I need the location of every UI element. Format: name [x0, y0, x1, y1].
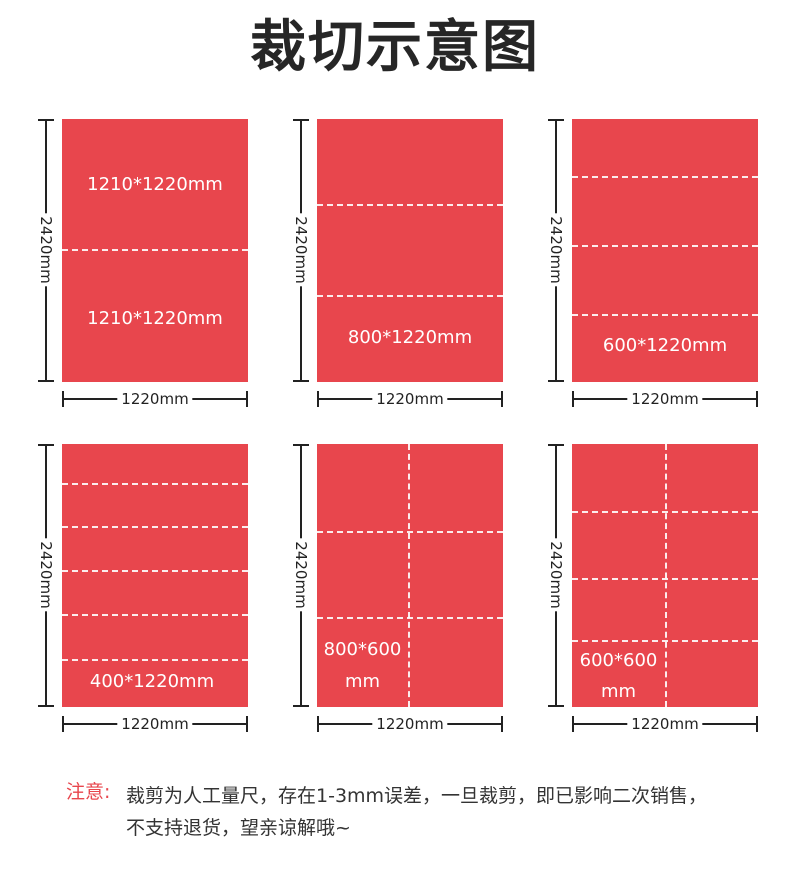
width-dimension: 1220mm — [62, 390, 248, 408]
width-label: 1220mm — [627, 390, 703, 408]
cut-line — [317, 617, 503, 619]
height-label: 2420mm — [545, 213, 567, 287]
size-label: 400*1220mm — [89, 671, 215, 692]
cut-line — [62, 614, 248, 616]
cut-line — [572, 578, 758, 580]
height-label: 2420mm — [35, 213, 57, 287]
height-label: 2420mm — [545, 538, 567, 612]
cut-line — [572, 511, 758, 513]
cut-line — [62, 249, 248, 251]
notice-line-2: 不支持退货，望亲谅解哦~ — [126, 817, 351, 839]
width-dimension: 1220mm — [317, 715, 503, 733]
cut-panel-4: 400*1220mm 2420mm 1220mm — [32, 444, 252, 744]
board-sheet: 600*1220mm — [572, 119, 758, 382]
notice-text: 裁剪为人工量尺，存在1-3mm误差，一旦裁剪，即已影响二次销售， 不支持退货，望… — [126, 780, 766, 844]
cut-line — [62, 526, 248, 528]
cut-line — [572, 245, 758, 247]
width-label: 1220mm — [372, 715, 448, 733]
board-sheet: 800*600 mm — [317, 444, 503, 707]
width-label: 1220mm — [372, 390, 448, 408]
size-label: 1210*1220mm — [87, 308, 223, 329]
cut-panel-2: 800*1220mm 2420mm 1220mm — [287, 119, 507, 419]
width-dimension: 1220mm — [572, 390, 758, 408]
size-label: 600*600 — [579, 650, 658, 671]
cut-line — [408, 444, 410, 707]
notice-line-1: 裁剪为人工量尺，存在1-3mm误差，一旦裁剪，即已影响二次销售， — [126, 785, 708, 807]
board-sheet: 600*600 mm — [572, 444, 758, 707]
cut-panel-1: 1210*1220mm 1210*1220mm 2420mm 1220mm — [32, 119, 252, 419]
size-label: 800*600 — [323, 639, 402, 660]
cut-line — [62, 659, 248, 661]
cut-line — [665, 444, 667, 707]
board-sheet: 1210*1220mm 1210*1220mm — [62, 119, 248, 382]
cut-panel-3: 600*1220mm 2420mm 1220mm — [542, 119, 762, 419]
size-label: 800*1220mm — [347, 327, 473, 348]
size-label: 1210*1220mm — [87, 174, 223, 195]
height-dimension: 2420mm — [35, 119, 57, 382]
height-dimension: 2420mm — [545, 444, 567, 707]
cut-panel-6: 600*600 mm 2420mm 1220mm — [542, 444, 762, 744]
width-dimension: 1220mm — [317, 390, 503, 408]
size-label: mm — [600, 681, 637, 702]
board-sheet: 800*1220mm — [317, 119, 503, 382]
cut-line — [317, 204, 503, 206]
cut-line — [572, 314, 758, 316]
height-label: 2420mm — [290, 538, 312, 612]
height-dimension: 2420mm — [290, 119, 312, 382]
width-label: 1220mm — [117, 390, 193, 408]
cut-line — [317, 295, 503, 297]
width-dimension: 1220mm — [62, 715, 248, 733]
height-dimension: 2420mm — [290, 444, 312, 707]
board-sheet: 400*1220mm — [62, 444, 248, 707]
cut-line — [317, 531, 503, 533]
cut-line — [572, 640, 758, 642]
size-label: mm — [344, 671, 381, 692]
cut-line — [572, 176, 758, 178]
height-label: 2420mm — [290, 213, 312, 287]
height-dimension: 2420mm — [35, 444, 57, 707]
notice-label: 注意: — [66, 781, 111, 803]
width-label: 1220mm — [627, 715, 703, 733]
height-label: 2420mm — [35, 538, 57, 612]
cut-panel-5: 800*600 mm 2420mm 1220mm — [287, 444, 507, 744]
size-label: 600*1220mm — [602, 335, 728, 356]
height-dimension: 2420mm — [545, 119, 567, 382]
cut-line — [62, 570, 248, 572]
cut-line — [62, 483, 248, 485]
width-label: 1220mm — [117, 715, 193, 733]
page-title: 裁切示意图 — [250, 15, 540, 80]
width-dimension: 1220mm — [572, 715, 758, 733]
